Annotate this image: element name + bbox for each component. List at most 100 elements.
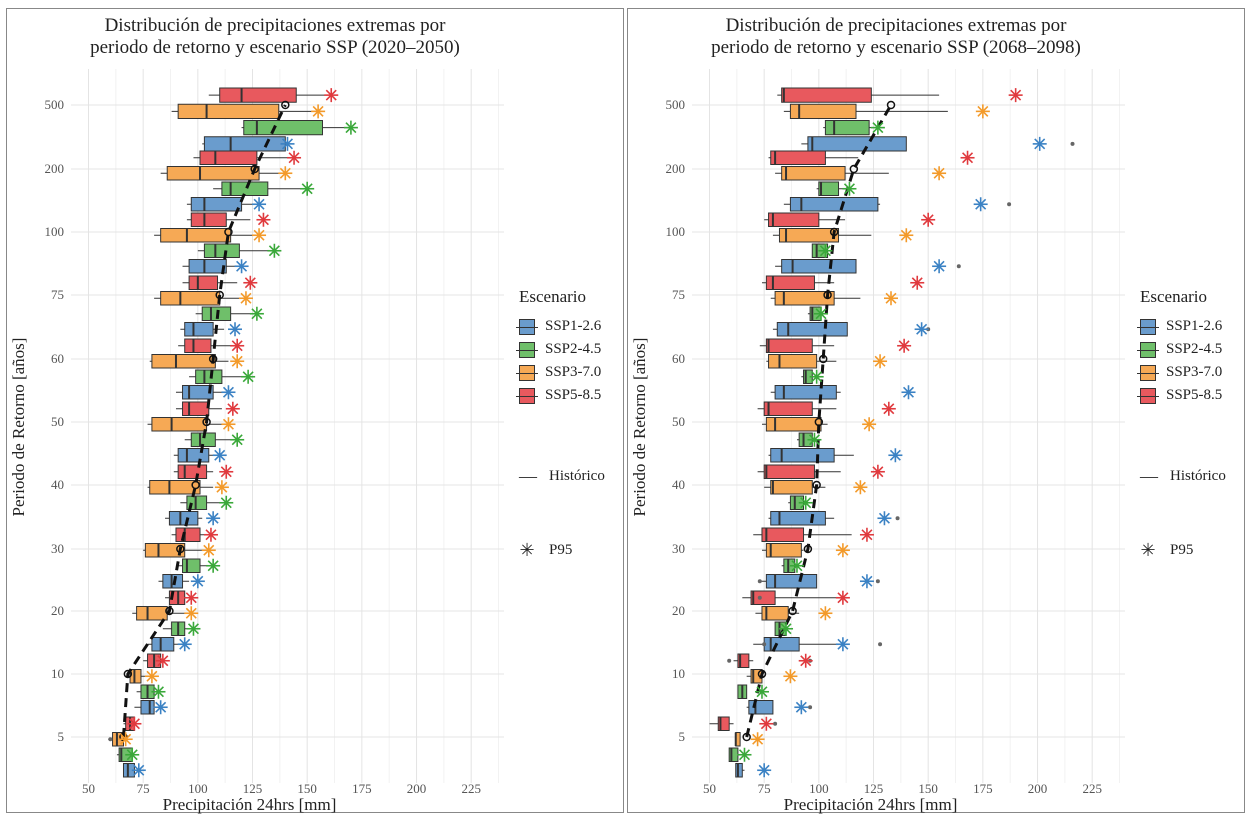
p95-stroke [843, 183, 855, 195]
box [149, 480, 201, 495]
box [188, 259, 227, 274]
p95-marker [835, 637, 850, 652]
p95-marker [809, 369, 824, 384]
p95-marker [219, 464, 234, 479]
box-ssp5-8-5-t60 [759, 338, 835, 353]
historic-point [823, 290, 832, 300]
p95-stroke [1034, 138, 1046, 150]
p95-marker [750, 732, 765, 747]
p95-marker [131, 763, 146, 778]
legend-label: Histórico [1170, 467, 1226, 484]
legend-item-ssp5-8-5: SSP5-8.5 [516, 384, 629, 407]
p95-marker [932, 259, 947, 274]
box-ssp2-4-5-t20 [162, 621, 192, 636]
p95-marker [859, 574, 874, 589]
y-tick-label: 5 [679, 729, 686, 744]
p95-stroke [900, 229, 912, 241]
outlier-point [108, 737, 113, 742]
boxplot-chart-2020-2050: 50 75 100 125 150 175 200 225 5 10 20 30 40 50 60 75 100… [9, 69, 504, 814]
legend-key-ssp1-2-6 [516, 318, 538, 335]
p95-marker [151, 684, 166, 699]
box-ssp5-8-5-t50 [175, 401, 222, 416]
y-tick-label: 200 [45, 161, 65, 176]
outlier-point [757, 579, 762, 584]
box [129, 669, 142, 684]
box-ssp5-8-5-t200 [768, 150, 859, 165]
p95-stroke [133, 764, 145, 776]
x-tick-label: 50 [82, 781, 95, 796]
box [203, 136, 286, 152]
box [824, 120, 870, 136]
p95-stroke [152, 686, 164, 698]
p95-marker [241, 369, 256, 384]
box-ssp1-2-6-t40 [768, 511, 835, 526]
legend-item-ssp1-2-6: SSP1-2.6 [516, 315, 629, 338]
box-ssp1-2-6-t30 [759, 574, 818, 589]
p95-stroke [854, 481, 866, 493]
p95-marker [252, 228, 267, 243]
p95-stroke [784, 670, 796, 682]
p95-marker [267, 243, 282, 258]
outlier-point [727, 658, 732, 663]
p95-stroke [216, 481, 228, 493]
p95-marker [783, 669, 798, 684]
p95-stroke [220, 466, 232, 478]
box [761, 606, 789, 621]
p95-stroke [811, 371, 823, 383]
p95-stroke [780, 623, 792, 635]
p95-marker [870, 120, 885, 135]
p95-stroke [819, 245, 831, 257]
y-tick-label: 20 [672, 603, 685, 618]
p95-marker [256, 212, 271, 227]
legend: Escenario SSP1-2.6 SSP2-4.5 SSP3-7.0 SSP… [1137, 287, 1249, 561]
p95-stroke [205, 529, 217, 541]
box-ssp3-7-0-t75 [154, 291, 246, 306]
box [151, 637, 175, 652]
box-ssp5-8-5-t60 [178, 338, 231, 353]
historic-line [121, 104, 287, 738]
p95-marker [221, 385, 236, 400]
box [140, 700, 155, 715]
p95-stroke [146, 670, 158, 682]
p95-stroke [872, 466, 884, 478]
p95-marker [932, 166, 947, 181]
legend-item-ssp5-8-5: SSP5-8.5 [1137, 384, 1249, 407]
p95-stroke [1010, 89, 1022, 101]
p95-stroke [933, 167, 945, 179]
legend: Escenario SSP1-2.6 SSP2-4.5 SSP3-7.0 SSP… [516, 287, 629, 561]
box-ssp1-2-6-t20 [147, 637, 185, 652]
p95-marker [789, 558, 804, 573]
p95-stroke [244, 277, 256, 289]
outlier-point [1007, 202, 1012, 207]
box-ssp1-2-6-t60 [770, 385, 841, 400]
y-tick-label: 50 [51, 414, 64, 429]
p95-stroke [231, 355, 243, 367]
p95-marker [853, 480, 868, 495]
p95-marker [870, 464, 885, 479]
y-tick-label: 100 [45, 224, 65, 239]
p95-stroke [126, 749, 138, 761]
box-ssp5-8-5-t75 [761, 275, 835, 290]
p95-stroke [911, 277, 923, 289]
box-ssp3-7-0-t20 [755, 606, 800, 621]
p95-stroke [819, 607, 831, 619]
p95-stroke [800, 655, 812, 667]
x-tick-label: 225 [461, 781, 481, 796]
p95-stroke [257, 214, 269, 226]
legend-label: SSP3-7.0 [1166, 364, 1223, 380]
p95-marker [814, 306, 829, 321]
box-ssp1-2-6-t30 [158, 574, 190, 589]
x-tick-label: 225 [1082, 781, 1102, 796]
p95-stroke [738, 749, 751, 761]
p95-stroke [128, 718, 140, 730]
p95-marker [127, 716, 142, 731]
x-tick-label: 50 [703, 781, 716, 796]
grid [692, 69, 1125, 783]
historic-point [250, 164, 259, 174]
p95-marker [230, 338, 245, 353]
p95-marker [225, 401, 240, 416]
historic-point [849, 164, 859, 174]
p95-marker [884, 291, 899, 306]
legend-label: Histórico [549, 467, 605, 484]
p95-marker [234, 259, 249, 274]
